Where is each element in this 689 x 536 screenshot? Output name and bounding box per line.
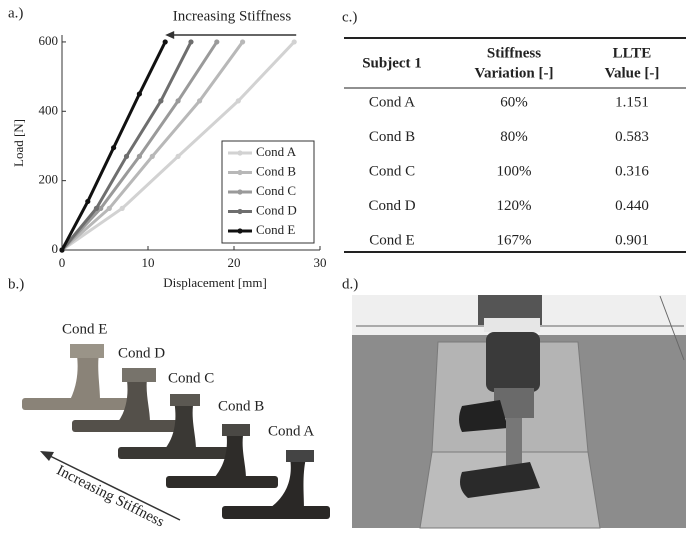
point-marker (111, 145, 116, 150)
point-marker (176, 98, 181, 103)
foot-label: Cond B (218, 398, 264, 414)
point-marker (137, 154, 142, 159)
point-marker (236, 98, 241, 103)
figure: a.) b.) c.) d.) Increasing Stiffness Dis… (0, 0, 689, 536)
point-marker (292, 39, 297, 44)
table-cell: 1.151 (615, 94, 649, 110)
table-cell: Cond B (369, 129, 415, 145)
x-axis-label: Displacement [mm] (163, 275, 267, 290)
point-marker (94, 206, 99, 211)
legend-marker (237, 209, 242, 214)
legend-label: Cond C (256, 183, 296, 198)
point-marker (107, 206, 112, 211)
foot-label: Cond E (62, 321, 107, 337)
point-marker (137, 91, 142, 96)
point-marker (214, 39, 219, 44)
legend-marker (237, 150, 242, 155)
y-tick-label: 200 (39, 172, 59, 187)
legend-marker (237, 189, 242, 194)
chart: 0 10 20 30 0 200 400 600 Cond A Cond B Cond C Cond … (39, 31, 327, 270)
table-header: Variation [-] (474, 65, 553, 81)
x-tick-label: 0 (59, 255, 66, 270)
point-marker (163, 39, 168, 44)
foot-label: Cond C (168, 370, 214, 386)
foot-label: Cond D (118, 345, 165, 361)
point-marker (150, 154, 155, 159)
y-tick-label: 400 (39, 102, 59, 117)
legend-label: Cond D (256, 202, 297, 217)
point-marker (240, 39, 245, 44)
table-cell: 167% (497, 232, 532, 248)
arrowhead (40, 451, 54, 461)
x-tick-label: 30 (314, 255, 327, 270)
table-cell: 100% (497, 163, 532, 179)
panel-label: c.) (342, 9, 357, 25)
legend-marker (237, 170, 242, 175)
legend-label: Cond A (256, 144, 297, 159)
panel-label: d.) (342, 276, 358, 292)
point-marker (188, 39, 193, 44)
table-cell: Cond D (368, 198, 415, 214)
table: Subject 1 Stiffness Variation [-] LLTE Value… (362, 45, 659, 248)
y-tick-label: 0 (52, 241, 59, 256)
x-tick-label: 20 (228, 255, 241, 270)
table-cell: Cond E (369, 232, 414, 248)
table-header: Stiffness (487, 45, 541, 61)
table-cell: 80% (500, 129, 528, 145)
point-marker (197, 98, 202, 103)
x-tick-label: 10 (142, 255, 155, 270)
legend-marker (237, 228, 242, 233)
table-cell: 0.901 (615, 232, 649, 248)
table-cell: 0.316 (615, 163, 649, 179)
table-header: Value [-] (605, 65, 660, 81)
series-line (62, 42, 217, 250)
table-cell: Cond A (369, 94, 415, 110)
y-axis-label: Load [N] (11, 119, 26, 167)
panel-label: a.) (8, 5, 23, 21)
series-line (62, 42, 191, 250)
point-marker (85, 199, 90, 204)
y-tick-label: 600 (39, 33, 59, 48)
point-marker (176, 154, 181, 159)
point-marker (124, 154, 129, 159)
table-cell: 120% (497, 198, 532, 214)
point-marker (59, 247, 64, 252)
legend-label: Cond E (256, 222, 295, 237)
table-header: LLTE (613, 45, 652, 61)
table-cell: 0.583 (615, 129, 649, 145)
annotation-arrowhead (165, 31, 174, 39)
table-header: Subject 1 (362, 55, 422, 71)
foot-label: Cond A (268, 423, 314, 439)
point-marker (158, 98, 163, 103)
table-cell: Cond C (369, 163, 415, 179)
panel-label: b.) (8, 276, 24, 292)
annotation: Increasing Stiffness (173, 8, 292, 24)
arrow (48, 455, 180, 520)
gait-photo (352, 295, 686, 528)
arrow-label: Increasing Stiffness (54, 462, 167, 530)
point-marker (120, 206, 125, 211)
table-cell: 60% (500, 94, 528, 110)
table-cell: 0.440 (615, 198, 649, 214)
legend-label: Cond B (256, 163, 296, 178)
